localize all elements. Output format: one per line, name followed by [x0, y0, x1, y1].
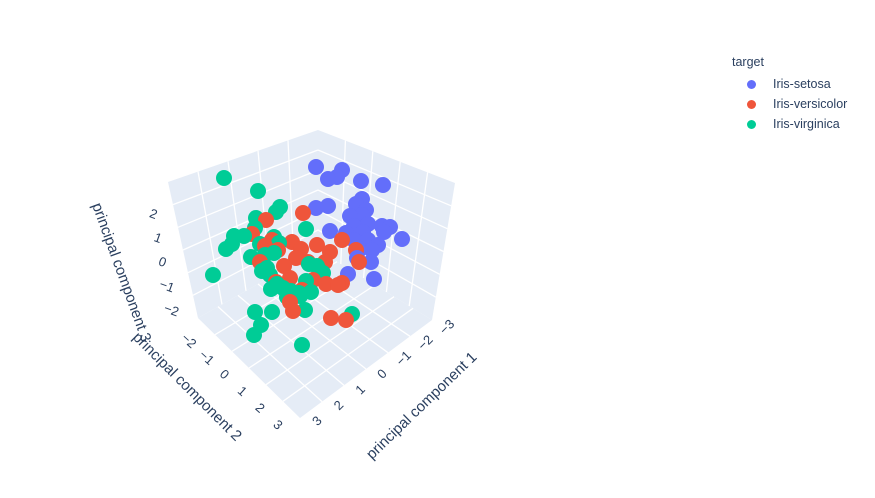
data-point[interactable]: [250, 183, 266, 199]
tick-label: 2: [331, 397, 347, 413]
marker-dot-icon: [747, 99, 756, 109]
data-point[interactable]: [363, 254, 379, 270]
tick-label: −1: [393, 348, 414, 369]
data-point[interactable]: [375, 177, 391, 193]
tick-label: 0: [374, 366, 390, 382]
data-point[interactable]: [309, 237, 325, 253]
data-point[interactable]: [298, 221, 314, 237]
legend-label: Iris-virginica: [773, 117, 840, 131]
tick-label: 1: [152, 229, 164, 246]
legend-title: target: [732, 55, 764, 69]
data-point[interactable]: [285, 303, 301, 319]
data-point[interactable]: [376, 224, 392, 240]
marker-dot-icon: [747, 119, 756, 129]
data-point[interactable]: [330, 277, 346, 293]
data-point[interactable]: [394, 231, 410, 247]
data-point[interactable]: [322, 223, 338, 239]
tick-label: 3: [309, 413, 325, 429]
x-axis-title: principal component 1: [363, 349, 480, 463]
legend-item-virginica[interactable]: Iris-virginica: [732, 114, 847, 134]
legend-label: Iris-setosa: [773, 77, 831, 91]
tick-label: −2: [178, 330, 199, 351]
data-point[interactable]: [308, 159, 324, 175]
tick-label: 2: [148, 205, 160, 222]
legend-item-versicolor[interactable]: Iris-versicolor: [732, 94, 847, 114]
data-point[interactable]: [334, 232, 350, 248]
legend: target Iris-setosa Iris-versicolor Iris-…: [732, 55, 847, 134]
data-point[interactable]: [320, 171, 336, 187]
z-axis-title: principal component 3: [88, 201, 154, 345]
data-point[interactable]: [320, 198, 336, 214]
tick-label: −2: [415, 332, 436, 353]
data-point[interactable]: [264, 304, 280, 320]
data-point[interactable]: [295, 205, 311, 221]
data-point[interactable]: [205, 267, 221, 283]
data-point[interactable]: [263, 281, 279, 297]
tick-label: 3: [270, 417, 285, 433]
tick-label: −1: [158, 276, 177, 295]
data-point[interactable]: [318, 276, 334, 292]
tick-label: 2: [253, 400, 268, 416]
legend-label: Iris-versicolor: [773, 97, 848, 111]
tick-label: −1: [196, 347, 217, 368]
floor: [198, 250, 432, 418]
data-point[interactable]: [308, 200, 324, 216]
data-point[interactable]: [297, 302, 313, 318]
data-point[interactable]: [366, 271, 382, 287]
marker-dot-icon: [747, 79, 756, 89]
tick-label: −2: [162, 300, 181, 319]
data-point[interactable]: [216, 170, 232, 186]
tick-label: 1: [352, 382, 368, 398]
data-point[interactable]: [258, 212, 274, 228]
data-point[interactable]: [294, 337, 310, 353]
data-point[interactable]: [364, 242, 380, 258]
tick-label: 0: [217, 366, 232, 382]
data-point[interactable]: [338, 312, 354, 328]
data-points[interactable]: [205, 159, 410, 353]
data-point[interactable]: [247, 304, 263, 320]
legend-item-setosa[interactable]: Iris-setosa: [732, 74, 847, 94]
data-point[interactable]: [246, 327, 262, 343]
data-point[interactable]: [276, 258, 292, 274]
tick-label: 1: [235, 383, 250, 399]
tick-label: −3: [436, 316, 457, 337]
data-point[interactable]: [323, 310, 339, 326]
tick-label: 0: [157, 253, 169, 270]
data-point[interactable]: [351, 254, 367, 270]
data-point[interactable]: [353, 173, 369, 189]
data-point[interactable]: [218, 241, 234, 257]
